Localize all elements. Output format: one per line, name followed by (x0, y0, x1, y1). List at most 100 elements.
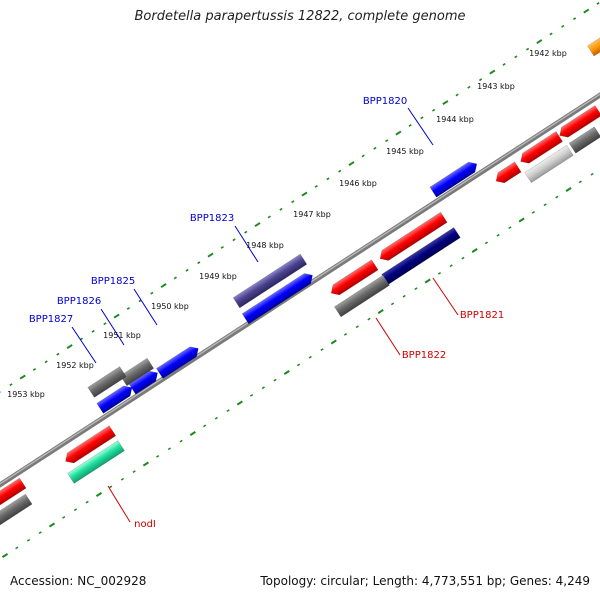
gene-bpp1823-feature-shape (232, 253, 308, 309)
ruler-inner-tick (142, 461, 149, 467)
gene-labels: BPP1820 BPP1823 BPP1825 BPP1826 BPP1827 BPP18… (29, 96, 504, 530)
ruler-inner-tick (437, 271, 442, 275)
ruler-track (0, 2, 600, 558)
gene-red-b-feature-shape (520, 131, 563, 164)
tick-label: 1944 kbp (436, 115, 474, 124)
ruler-outer-tick (455, 93, 459, 97)
gene-bpp1824-feature-shape (241, 273, 313, 325)
ruler-inner-tick (214, 416, 218, 420)
ruler-outer-tick (32, 368, 37, 371)
ruler-outer-tick (19, 374, 26, 380)
ruler-inner-tick (555, 195, 559, 199)
ruler-inner-tick (283, 370, 290, 375)
gene-bpp1822-label: BPP1822 (402, 350, 446, 361)
gene-bpp1826a-feature (119, 357, 155, 387)
ruler-inner-tick (120, 477, 125, 481)
ruler-inner-tick (73, 508, 78, 512)
gene-orange-feature (587, 36, 600, 57)
gene-bpp1826-feature (128, 370, 158, 395)
ruler-inner-tick (496, 233, 500, 237)
gene-lightgray-feature (524, 145, 574, 183)
ruler-inner-tick (590, 172, 594, 176)
ruler-outer-tick (185, 268, 189, 272)
gene-bpp1826-leader (100, 308, 125, 346)
tick-label: 1952 kbp (56, 361, 94, 370)
ruler-outer-tick (583, 8, 590, 14)
gene-nodi-leader (107, 485, 131, 523)
ruler-outer-tick (244, 230, 248, 234)
ruler-outer-tick (549, 32, 553, 36)
ruler-inner-tick (48, 522, 56, 528)
gene-bpp1822-leader (375, 317, 401, 356)
ruler-outer-tick (232, 238, 236, 242)
gene-bpp1825-label: BPP1825 (91, 276, 135, 287)
gene-bpp1827-label: BPP1827 (29, 314, 73, 325)
ruler-inner-tick (261, 386, 265, 390)
ruler-inner-tick (508, 226, 512, 230)
ruler-outer-tick (514, 55, 518, 59)
ruler-inner-tick (189, 431, 196, 436)
ruler-outer-tick (113, 313, 120, 319)
gene-bpp1827-feature-shape (96, 385, 133, 414)
gene-gray-c-feature (0, 493, 33, 527)
map-title: Bordetella parapertussis 12822, complete… (134, 9, 466, 24)
tick-label: 1942 kbp (529, 49, 567, 58)
ruler-outer-tick (432, 108, 436, 112)
ruler-inner-tick (109, 485, 113, 489)
gene-bpp1825-feature (156, 346, 199, 379)
gene-nodi-feature-shape (67, 440, 125, 484)
ruler-inner-tick (484, 241, 489, 245)
ruler-inner-tick (449, 264, 453, 268)
gene-bpp1826a-feature-shape (119, 357, 155, 387)
ruler-outer-tick (56, 352, 60, 356)
tick-labels: 1942 kbp 1943 kbp 1944 kbp 1945 kbp 1946 kbp… (7, 49, 567, 399)
gene-bpp1826-label: BPP1826 (57, 296, 101, 307)
tick-label: 1953 kbp (7, 390, 45, 399)
gene-red-b-feature (520, 131, 563, 164)
ruler-inner-tick (390, 302, 395, 306)
gene-bpp1820-label: BPP1820 (363, 96, 407, 107)
ruler-outer-tick (408, 124, 412, 127)
ruler-outer-tick (385, 139, 389, 143)
gene-red-a-feature-shape (559, 105, 600, 138)
ruler-outer-tick (467, 85, 471, 89)
ruler-outer-tick (103, 322, 107, 326)
gene-bpp1820-feature (429, 161, 478, 198)
gene-red-c-feature (495, 161, 522, 184)
ruler-outer-tick (489, 69, 496, 75)
gene-gray-b-feature (334, 274, 390, 318)
ruler-outer-tick (596, 2, 600, 5)
gene-red-e-feature-shape (0, 477, 27, 507)
gene-bpp1821-label: BPP1821 (460, 310, 504, 321)
ruler-inner-tick (236, 400, 243, 406)
gene-bpp1827-feature (96, 385, 133, 414)
ruler-outer-tick (395, 130, 402, 136)
gene-bpp1820-leader (407, 107, 434, 146)
tick-label: 1946 kbp (339, 179, 377, 188)
ruler-outer-tick (291, 200, 295, 204)
ruler-outer-tick (267, 215, 271, 219)
gene-bpp1822a-feature (379, 211, 448, 261)
gene-bpp1823-label: BPP1823 (190, 213, 234, 224)
tick-label: 1943 kbp (477, 82, 515, 91)
gene-bpp1825-feature-shape (156, 346, 199, 379)
gene-bpp1820-feature-shape (429, 161, 478, 198)
ruler-inner-tick (518, 217, 525, 223)
ruler-outer-tick (373, 146, 377, 150)
gene-red-d-feature (65, 425, 117, 464)
ruler-outer-tick (525, 47, 530, 51)
ruler-inner-tick (471, 248, 478, 253)
gene-red-d-feature-shape (65, 425, 117, 464)
ruler-outer-tick (572, 17, 577, 21)
ruler-inner-tick (377, 309, 384, 314)
ruler-outer-tick (338, 169, 342, 173)
ruler-inner-tick (414, 287, 418, 291)
gene-bpp1824-feature (241, 273, 313, 325)
gene-nodi-label: nodI (134, 519, 156, 530)
ruler-inner-tick (179, 439, 183, 443)
ruler-outer-tick (91, 329, 95, 333)
gene-red-a-feature (559, 105, 600, 138)
ruler-inner-tick (424, 278, 431, 284)
ruler-outer-tick (348, 161, 355, 167)
gene-gray-b-feature-shape (334, 274, 390, 318)
